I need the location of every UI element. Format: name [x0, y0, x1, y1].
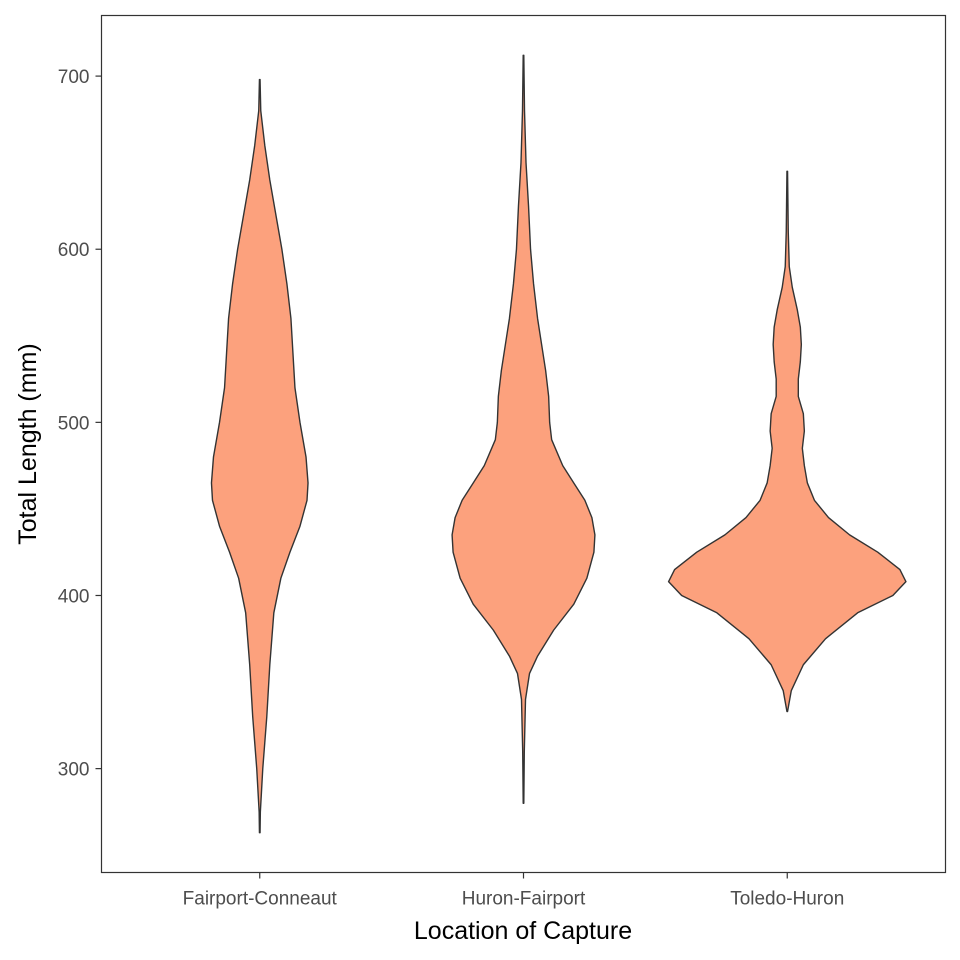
y-axis-title: Total Length (mm) — [14, 343, 42, 544]
x-tick-label: Fairport-Conneaut — [183, 889, 338, 910]
y-tick-label: 400 — [58, 586, 90, 607]
y-tick-label: 500 — [58, 413, 90, 434]
plot-panel-border — [100, 14, 947, 874]
y-axis-ticks: 300 400 500 600 700 — [58, 67, 102, 781]
violin-huron-fairport — [451, 54, 596, 804]
x-axis-ticks: Fairport-Conneaut Huron-Fairport Toledo-Hu… — [183, 872, 844, 910]
violin-toledo-huron — [667, 170, 907, 713]
violin-layer — [210, 54, 907, 834]
y-tick-label: 700 — [58, 67, 90, 88]
x-axis-title: Location of Capture — [414, 917, 632, 945]
x-tick-label: Toledo-Huron — [730, 889, 844, 910]
violin-fairport-conneaut — [210, 78, 309, 834]
y-tick-label: 300 — [58, 760, 90, 781]
x-tick-label: Huron-Fairport — [462, 889, 586, 910]
y-tick-label: 600 — [58, 240, 90, 261]
